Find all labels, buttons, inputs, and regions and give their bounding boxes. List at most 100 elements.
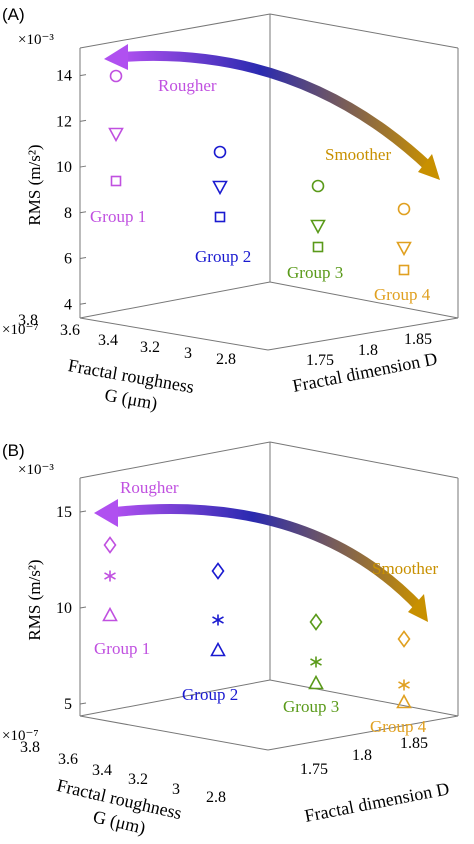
panel-a: (A) ×10⁻³ RMS (m/s²) 4 6 8 10 12 14 ×10⁻⁷ 3.8… xyxy=(2,5,459,415)
point-group4-circle xyxy=(397,202,411,216)
point-group1-triangle-up xyxy=(102,606,118,622)
x-ticks: 3.8 3.6 3.4 3.2 3 2.8 xyxy=(18,312,236,368)
y-tick-label: 1.8 xyxy=(352,747,372,764)
rougher-label: Rougher xyxy=(158,76,217,95)
smoother-label: Smoother xyxy=(372,559,438,578)
point-group1-circle xyxy=(109,69,123,83)
group-labels: Group 1 Group 2 Group 3 Group 4 xyxy=(90,207,431,304)
arrow-head-right xyxy=(408,594,428,622)
point-group2-triangle-up xyxy=(210,641,226,657)
z-tick-mark xyxy=(79,119,87,122)
x-tick-label: 2.8 xyxy=(206,789,226,806)
z-tick-label: 12 xyxy=(56,113,72,130)
arrow-head-left xyxy=(104,44,128,70)
point-group3-square xyxy=(312,241,324,253)
x-tick-label: 3.4 xyxy=(98,332,118,349)
data-points xyxy=(108,69,412,276)
point-group1-square xyxy=(110,175,122,187)
x-tick-label: 3.8 xyxy=(18,312,38,329)
x-tick-label: 2.8 xyxy=(216,351,236,368)
z-tick-label: 14 xyxy=(56,68,72,85)
group-label: Group 4 xyxy=(374,285,431,304)
group-label: Group 2 xyxy=(195,247,251,266)
point-group1-diamond xyxy=(103,536,117,554)
z-tick-label: 5 xyxy=(64,696,72,713)
y-tick-label: 1.85 xyxy=(404,331,432,348)
point-group3-diamond xyxy=(309,613,323,631)
point-group3-asterisk xyxy=(310,656,322,668)
z-tick-mark xyxy=(79,510,87,513)
z-exponent: ×10⁻³ xyxy=(18,32,54,48)
z-axis-label: RMS (m/s²) xyxy=(25,144,44,225)
z-tick-label: 6 xyxy=(64,251,72,268)
z-tick-label: 8 xyxy=(64,205,72,222)
point-group3-triangle-down xyxy=(310,219,326,235)
panel-label: (A) xyxy=(2,5,25,24)
point-group3-triangle-up xyxy=(308,674,324,690)
group-label: Group 1 xyxy=(90,207,146,226)
y-ticks: 1.75 1.8 1.85 xyxy=(300,735,428,778)
x-exponent: ×10⁻⁷ xyxy=(2,728,39,744)
point-group2-diamond xyxy=(211,562,225,580)
x-tick-label: 3.8 xyxy=(20,739,40,756)
arrow-head-left xyxy=(94,499,118,527)
z-tick-label: 4 xyxy=(64,296,72,313)
x-tick-label: 3.2 xyxy=(128,771,148,788)
panel-label: (B) xyxy=(2,441,25,460)
y-axis-label: Fractal dimension D xyxy=(303,778,451,826)
y-tick-label: 1.75 xyxy=(306,352,334,369)
x-tick-label: 3.6 xyxy=(58,751,78,768)
y-tick-label: 1.8 xyxy=(358,342,378,359)
z-tick-label: 15 xyxy=(56,504,72,521)
point-group1-triangle-down xyxy=(108,127,124,143)
y-ticks: 1.75 1.8 1.85 xyxy=(306,331,432,369)
x-tick-label: 3 xyxy=(184,345,192,362)
group-labels: Group 1 Group 2 Group 3 Group 4 xyxy=(94,639,427,736)
z-ticks: 4 6 8 10 12 14 xyxy=(56,68,87,313)
x-tick-label: 3.4 xyxy=(92,762,112,779)
group-label: Group 3 xyxy=(283,697,339,716)
x-ticks: 3.8 3.6 3.4 3.2 3 2.8 xyxy=(20,739,226,806)
group-label: Group 2 xyxy=(182,685,238,704)
axes-box xyxy=(79,13,459,351)
point-group1-asterisk xyxy=(104,570,116,582)
y-tick-label: 1.85 xyxy=(400,735,428,752)
group-label: Group 4 xyxy=(370,717,427,736)
z-ticks: 5 10 15 xyxy=(56,504,87,713)
point-group2-triangle-down xyxy=(212,180,228,196)
x-tick-label: 3.2 xyxy=(140,339,160,356)
point-group4-triangle-up xyxy=(396,693,412,709)
z-axis-label: RMS (m/s²) xyxy=(25,559,44,640)
z-tick-mark xyxy=(79,74,87,77)
x-tick-label: 3 xyxy=(172,781,180,798)
z-tick-label: 10 xyxy=(56,600,72,617)
x-tick-label: 3.6 xyxy=(60,322,80,339)
point-group4-triangle-down xyxy=(396,241,412,257)
y-tick-label: 1.75 xyxy=(300,761,328,778)
point-group2-asterisk xyxy=(212,614,224,626)
arrow-head-right xyxy=(418,154,440,180)
z-tick-label: 10 xyxy=(56,159,72,176)
group-label: Group 1 xyxy=(94,639,150,658)
z-tick-mark xyxy=(79,702,87,705)
z-tick-mark xyxy=(79,257,87,260)
point-group4-diamond xyxy=(397,630,411,648)
rough-to-smooth-arrow xyxy=(104,44,440,180)
rougher-label: Rougher xyxy=(120,478,179,497)
point-group3-circle xyxy=(311,179,325,193)
axes-box xyxy=(79,441,459,751)
group-label: Group 3 xyxy=(287,263,343,282)
z-tick-mark xyxy=(79,302,87,305)
point-group4-square xyxy=(398,264,410,276)
point-group2-square xyxy=(214,211,226,223)
point-group2-circle xyxy=(213,145,227,159)
x-exponent: ×10⁻⁷ xyxy=(2,322,39,338)
point-group4-asterisk xyxy=(398,679,410,691)
z-exponent: ×10⁻³ xyxy=(18,462,54,478)
z-tick-mark xyxy=(79,211,87,214)
z-tick-mark xyxy=(79,606,87,609)
data-points xyxy=(102,536,412,709)
rough-to-smooth-arrow xyxy=(94,499,428,622)
